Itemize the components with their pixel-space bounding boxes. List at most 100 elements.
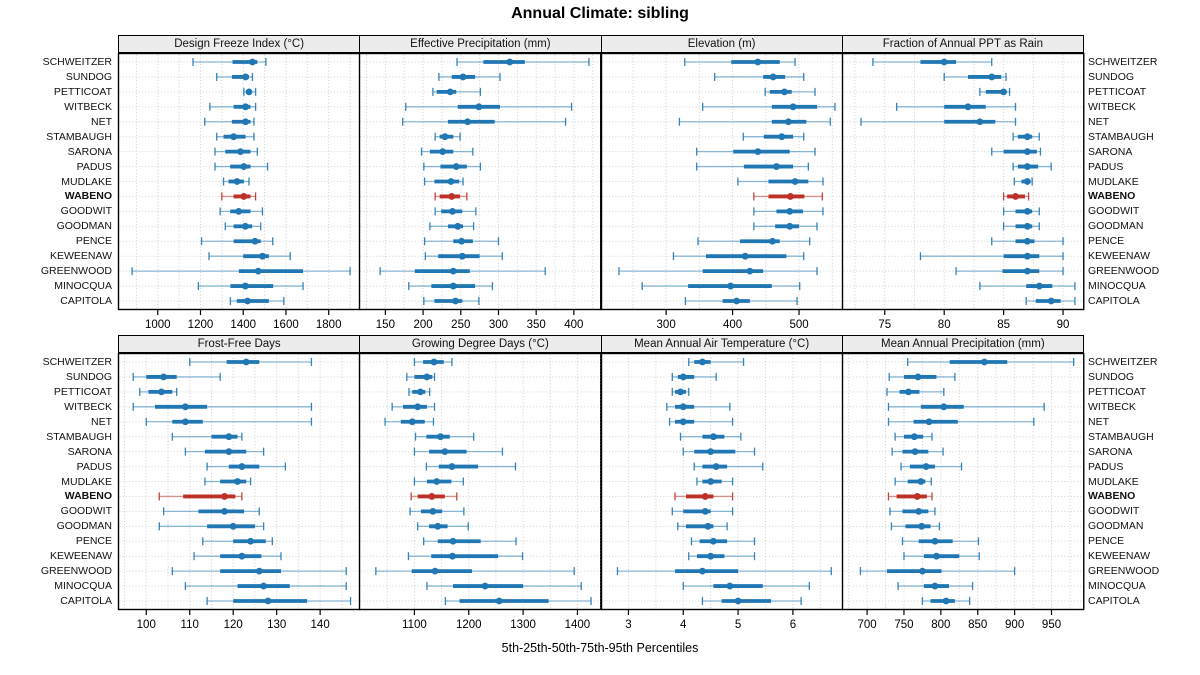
site-label-left-pence-row0: PENCE xyxy=(75,235,112,248)
site-label-left-wabeno-row0: WABENO xyxy=(64,190,112,203)
median-dot xyxy=(931,537,939,545)
panel-header-1: Effective Precipitation (mm) xyxy=(359,35,602,53)
median-dot xyxy=(918,522,925,530)
median-dot xyxy=(264,597,272,605)
median-dot xyxy=(741,252,749,260)
panel-plot-6: 3 4 5 6 xyxy=(600,352,843,631)
median-dot xyxy=(769,73,777,81)
median-dot xyxy=(506,58,514,66)
axis-tick-label: 400 xyxy=(565,319,584,331)
median-dot xyxy=(753,148,761,156)
median-dot xyxy=(449,552,457,560)
site-label-right-schweitzer-row1: SCHWEITZER xyxy=(1088,356,1158,368)
panel-header-5: Growing Degree Days (°C) xyxy=(359,335,602,353)
median-dot xyxy=(255,567,263,575)
site-label-right-keweenaw-row1: KEWEENAW xyxy=(1088,550,1151,563)
median-dot xyxy=(221,493,228,500)
median-dot xyxy=(780,88,788,96)
site-label-right-pence-row1: PENCE xyxy=(1088,535,1125,548)
site-label-left-net-row0: NET xyxy=(91,115,112,128)
median-dot xyxy=(234,478,241,485)
median-dot xyxy=(701,493,709,500)
median-dot xyxy=(458,237,466,245)
axis-tick-label: 200 xyxy=(414,319,433,331)
median-dot xyxy=(414,403,422,411)
median-dot xyxy=(233,178,241,185)
median-dot xyxy=(789,103,796,111)
site-label-right-greenwood-row1: GREENWOOD xyxy=(1088,565,1160,578)
chart-title: Annual Climate: sibling xyxy=(511,5,689,22)
axis-tick-label: 4 xyxy=(680,619,687,631)
site-label-left-sarona-row0: SARONA xyxy=(67,145,112,158)
median-dot xyxy=(241,282,249,290)
site-label-left-keweenaw-row0: KEWEENAW xyxy=(49,250,112,263)
median-dot xyxy=(450,267,457,275)
median-dot xyxy=(913,493,921,500)
median-dot xyxy=(706,478,714,485)
median-dot xyxy=(241,222,249,230)
median-dot xyxy=(706,552,714,560)
axis-tick-label: 850 xyxy=(968,619,987,631)
median-dot xyxy=(698,567,706,575)
axis-tick-label: 3 xyxy=(625,619,631,631)
axis-tick-label: 140 xyxy=(311,619,330,631)
site-label-right-sarona-row1: SARONA xyxy=(1088,445,1133,458)
site-label-left-greenwood-row0: GREENWOOD xyxy=(40,265,112,278)
median-dot xyxy=(1023,267,1031,275)
site-label-left-capitola-row0: CAPITOLA xyxy=(60,295,112,307)
site-label-left-mudlake-row0: MUDLAKE xyxy=(61,175,112,188)
panel-plot-0: 1000 1200 1400 1600 1800 xyxy=(117,52,361,331)
median-dot xyxy=(918,567,926,575)
axis-tick-label: 1400 xyxy=(230,319,256,331)
site-label-right-padus-row1: PADUS xyxy=(1088,460,1124,473)
median-dot xyxy=(433,478,441,485)
median-dot xyxy=(237,148,244,156)
median-dot xyxy=(259,252,266,260)
axis-tick-label: 500 xyxy=(789,319,808,331)
site-label-left-pence-row1: PENCE xyxy=(75,535,112,548)
median-dot xyxy=(679,418,687,426)
site-label-left-padus-row0: PADUS xyxy=(76,160,112,173)
median-dot xyxy=(910,433,918,441)
site-label-right-padus-row0: PADUS xyxy=(1088,160,1124,173)
panel-plot-4: 100 110 120 130 140 xyxy=(117,352,361,631)
site-label-right-greenwood-row0: GREENWOOD xyxy=(1088,265,1160,278)
site-label-left-net-row1: NET xyxy=(91,415,112,428)
median-dot xyxy=(429,507,437,515)
site-label-left-goodwit-row1: GOODWIT xyxy=(60,505,112,518)
median-dot xyxy=(732,297,740,305)
median-dot xyxy=(1023,237,1031,245)
median-dot xyxy=(940,403,947,411)
median-dot xyxy=(785,207,793,215)
axis-tick-label: 120 xyxy=(224,619,243,631)
site-label-right-stambaugh-row1: STAMBAUGH xyxy=(1088,430,1154,443)
median-dot xyxy=(453,163,460,170)
median-dot xyxy=(464,118,472,126)
median-dot xyxy=(447,178,455,185)
median-dot xyxy=(1023,133,1031,141)
median-dot xyxy=(709,433,717,441)
median-dot xyxy=(785,222,793,230)
axis-tick-label: 1200 xyxy=(188,319,214,331)
median-dot xyxy=(791,178,798,185)
site-label-left-witbeck-row0: WITBECK xyxy=(64,100,112,113)
site-label-right-sundog-row0: SUNDOG xyxy=(1088,70,1135,83)
median-dot xyxy=(786,193,794,200)
median-dot xyxy=(160,373,168,381)
median-dot xyxy=(450,282,457,290)
panel-plot-7: 700 750 800 850 900 950 xyxy=(841,352,1085,631)
median-dot xyxy=(772,163,780,170)
median-dot xyxy=(904,388,912,396)
site-label-left-goodwit-row0: GOODWIT xyxy=(60,205,112,218)
median-dot xyxy=(679,403,687,411)
panel-header-4: Frost-Free Days xyxy=(118,335,361,353)
median-dot xyxy=(496,597,503,605)
site-label-left-goodman-row1: GOODMAN xyxy=(56,520,112,533)
axis-tick-label: 250 xyxy=(451,319,470,331)
median-dot xyxy=(242,358,250,366)
site-label-right-sarona-row0: SARONA xyxy=(1088,145,1133,158)
median-dot xyxy=(704,522,711,530)
median-dot xyxy=(448,193,456,200)
median-dot xyxy=(709,537,717,545)
site-label-right-net-row0: NET xyxy=(1088,115,1109,128)
